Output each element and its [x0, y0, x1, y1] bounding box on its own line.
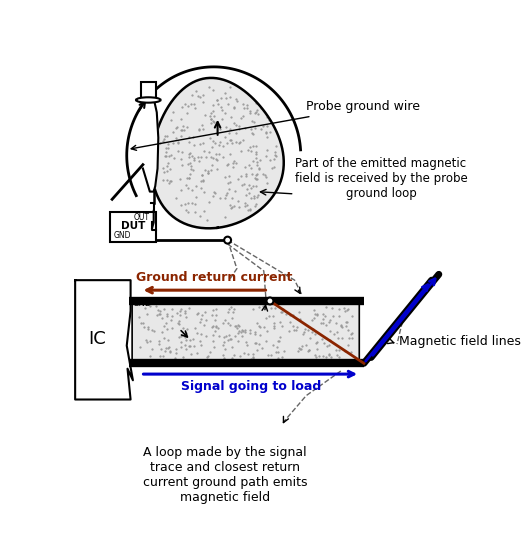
Text: Probe ground wire: Probe ground wire	[131, 101, 420, 150]
FancyBboxPatch shape	[110, 213, 156, 242]
FancyBboxPatch shape	[141, 81, 156, 98]
FancyBboxPatch shape	[132, 301, 359, 364]
Polygon shape	[143, 98, 158, 192]
Polygon shape	[75, 280, 133, 400]
Text: A loop made by the signal
trace and closest return
current ground path emits
mag: A loop made by the signal trace and clos…	[143, 445, 307, 504]
Circle shape	[267, 298, 273, 305]
Text: OUT: OUT	[134, 213, 150, 222]
Polygon shape	[151, 78, 284, 228]
Circle shape	[224, 237, 231, 244]
Text: Ground return current: Ground return current	[135, 271, 292, 285]
Text: GND: GND	[114, 231, 131, 240]
Ellipse shape	[136, 97, 161, 103]
Text: Magnetic field lines: Magnetic field lines	[398, 335, 521, 348]
Text: Part of the emitted magnetic
field is received by the probe
ground loop: Part of the emitted magnetic field is re…	[295, 157, 467, 200]
Text: IC: IC	[88, 330, 106, 349]
Text: Signal going to load: Signal going to load	[180, 380, 321, 393]
Text: DUT: DUT	[121, 221, 145, 231]
Text: GND: GND	[132, 300, 151, 308]
